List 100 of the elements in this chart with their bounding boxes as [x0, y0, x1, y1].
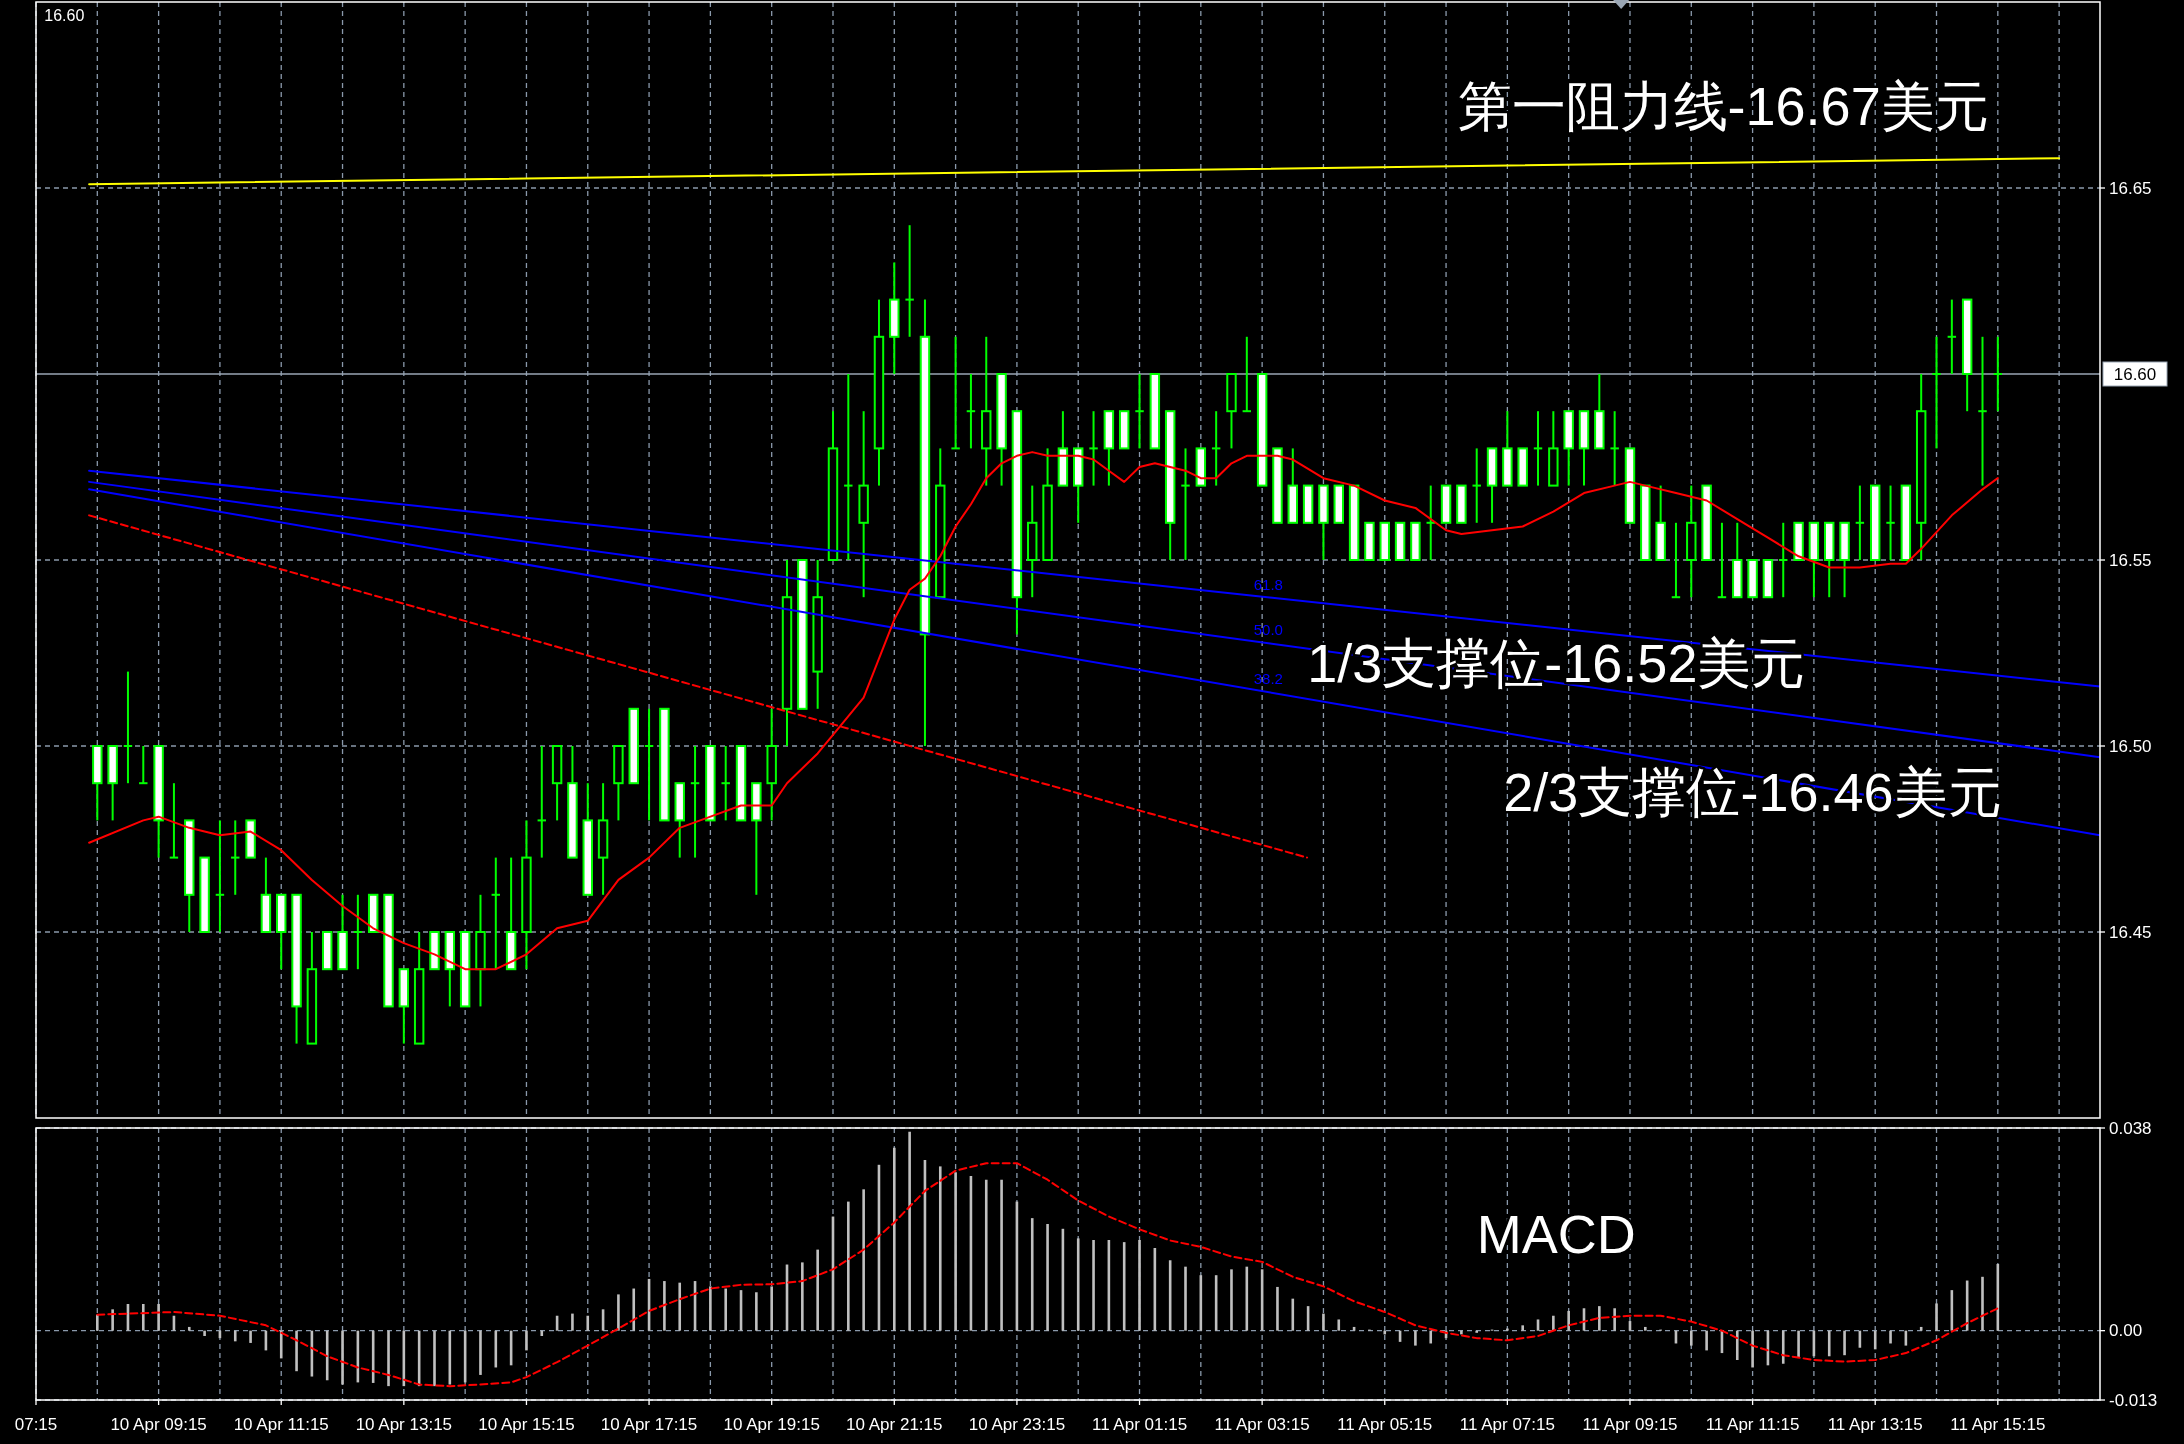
- bar: [1138, 1240, 1141, 1331]
- bar: [1735, 1330, 1739, 1360]
- bar: [954, 1172, 957, 1331]
- x-tick-label: 11 Apr 15:15: [1950, 1414, 2046, 1434]
- x-tick-label: 10 Apr 15:15: [478, 1414, 575, 1434]
- bar: [1475, 1330, 1479, 1333]
- bar: [770, 1286, 773, 1331]
- bar: [1644, 1326, 1647, 1331]
- y-tick-label: 0.038: [2109, 1118, 2152, 1138]
- bar: [1076, 1238, 1080, 1331]
- x-tick-label: 11 Apr 03:15: [1214, 1414, 1310, 1434]
- bar: [96, 1314, 99, 1331]
- bar: [1521, 1325, 1524, 1331]
- bar: [295, 1330, 298, 1372]
- y-tick-label: 16.50: [2109, 736, 2152, 756]
- bar: [1981, 1276, 1984, 1331]
- bar: [862, 1189, 865, 1331]
- bar: [586, 1315, 590, 1331]
- bar: [111, 1309, 114, 1331]
- x-tick-label: 11 Apr 09:15: [1582, 1414, 1678, 1434]
- bar: [1184, 1266, 1187, 1331]
- bar: [1873, 1330, 1877, 1350]
- bar: [893, 1147, 896, 1331]
- annotation: 第一阻力线-16.67美元: [1457, 76, 1989, 137]
- bar: [663, 1281, 666, 1331]
- bar: [1598, 1306, 1601, 1331]
- series-label: 61.8: [1253, 575, 1283, 593]
- bar: [801, 1262, 804, 1331]
- x-tick-label: 10 Apr 13:15: [355, 1414, 453, 1434]
- bar: [755, 1292, 758, 1331]
- bar: [1613, 1308, 1616, 1331]
- annotation: MACD: [1476, 1204, 1636, 1265]
- bar: [847, 1201, 850, 1331]
- bar: [540, 1330, 544, 1336]
- bar: [187, 1326, 191, 1331]
- bar: [709, 1286, 712, 1331]
- bar: [938, 1166, 942, 1331]
- bar: [1751, 1330, 1754, 1368]
- bar: [1276, 1286, 1279, 1331]
- bar: [816, 1249, 819, 1331]
- series-label: 50.0: [1253, 621, 1283, 639]
- bar: [387, 1330, 390, 1387]
- bar: [617, 1294, 620, 1331]
- ref-line-label: 16.60: [2113, 364, 2157, 384]
- bar: [1689, 1330, 1693, 1346]
- bar: [1827, 1330, 1831, 1357]
- y-tick-label: 0.00: [2109, 1321, 2143, 1341]
- x-tick-label: 10 Apr 11:15: [233, 1414, 329, 1434]
- bar: [1552, 1315, 1555, 1331]
- bar: [325, 1330, 329, 1381]
- bar: [1030, 1218, 1034, 1331]
- bar: [1567, 1310, 1570, 1331]
- bar: [1935, 1303, 1938, 1331]
- bar: [433, 1330, 436, 1387]
- bar: [1843, 1330, 1846, 1356]
- bar: [233, 1330, 237, 1342]
- bar: [724, 1288, 727, 1331]
- bar: [1705, 1330, 1708, 1351]
- x-tick-label: 10 Apr 17:15: [600, 1414, 698, 1434]
- y-tick-label: -0.013: [2109, 1390, 2158, 1410]
- x-tick-label: 11 Apr 11:15: [1705, 1414, 1800, 1434]
- x-tick-label: 10 Apr 19:15: [723, 1414, 820, 1434]
- y-tick-label: 16.45: [2109, 922, 2152, 942]
- y-tick-label: 16.55: [2109, 550, 2152, 570]
- bar: [1797, 1330, 1800, 1358]
- x-tick-label: 11 Apr 05:15: [1337, 1414, 1433, 1434]
- bar: [1337, 1319, 1341, 1331]
- bar: [1291, 1298, 1295, 1331]
- bar: [678, 1282, 682, 1331]
- bar: [1506, 1328, 1509, 1331]
- bar: [525, 1330, 528, 1351]
- bar: [1429, 1330, 1433, 1344]
- x-tick-label: 11 Apr 01:15: [1091, 1414, 1188, 1434]
- y-tick-label: 16.65: [2109, 178, 2152, 198]
- bar: [1889, 1330, 1892, 1344]
- bar: [279, 1330, 283, 1359]
- bar: [1230, 1269, 1233, 1331]
- bar: [341, 1330, 344, 1385]
- annotation: 16.60: [44, 6, 85, 24]
- bar: [571, 1313, 574, 1331]
- bar: [1781, 1330, 1785, 1364]
- x-tick-label: 07:15: [14, 1414, 58, 1434]
- bar: [1460, 1330, 1463, 1335]
- bar: [1322, 1313, 1325, 1331]
- bar: [1383, 1330, 1387, 1335]
- x-tick-label: 10 Apr 09:15: [110, 1414, 207, 1434]
- bar: [157, 1304, 160, 1331]
- bar: [984, 1179, 988, 1331]
- bar: [908, 1131, 911, 1331]
- series-label: 38.2: [1253, 669, 1283, 687]
- bar: [479, 1330, 482, 1375]
- bar: [1092, 1240, 1095, 1331]
- x-tick-label: 10 Apr 21:15: [846, 1414, 943, 1434]
- x-tick-label: 11 Apr 07:15: [1459, 1414, 1555, 1434]
- bar: [249, 1330, 252, 1343]
- bar: [1414, 1330, 1417, 1346]
- bar: [141, 1304, 145, 1331]
- x-tick-label: 10 Apr 23:15: [968, 1414, 1066, 1434]
- bar: [632, 1288, 636, 1331]
- bar: [203, 1330, 206, 1336]
